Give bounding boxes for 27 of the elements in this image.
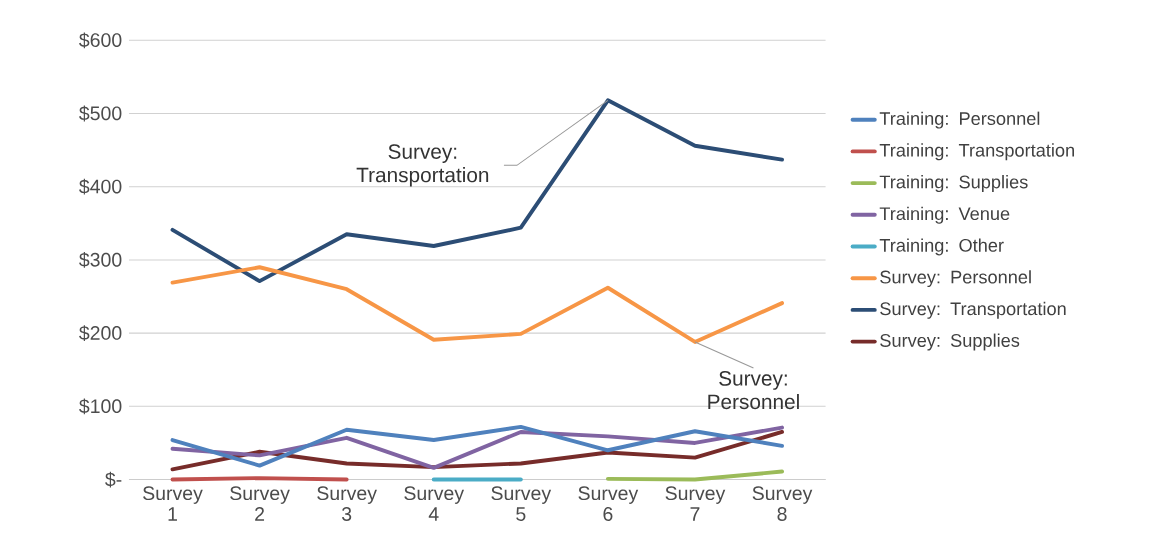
x-tick-label: Survey 7 xyxy=(665,486,726,521)
legend-label: Training: Venue xyxy=(879,206,1010,224)
y-tick-label: $300 xyxy=(79,252,122,268)
legend-label: Survey: Personnel xyxy=(880,270,1031,288)
legend-label: Survey: Transportation xyxy=(880,301,1066,319)
x-tick-label: Survey 3 xyxy=(317,486,377,521)
x-tick-label: Survey 4 xyxy=(404,486,465,521)
legend-label: Training: Supplies xyxy=(879,175,1028,193)
line-series xyxy=(170,98,784,284)
x-tick-label: Survey 2 xyxy=(230,486,290,521)
y-tick-label: $100 xyxy=(79,398,122,415)
annotation: Survey: Personnel xyxy=(708,371,799,410)
y-tick-label: $200 xyxy=(79,325,122,342)
x-tick-label: Survey 5 xyxy=(491,486,552,521)
legend-label: Survey: Supplies xyxy=(880,333,1020,351)
legend-label: Training: Personnel xyxy=(879,111,1040,129)
x-tick-label: Survey 1 xyxy=(143,486,203,521)
x-tick-label: Survey 8 xyxy=(752,486,813,521)
legend-label: Training: Transportation xyxy=(879,143,1074,161)
line-series xyxy=(170,265,784,344)
y-tick-label: $500 xyxy=(79,105,122,122)
legend-label: Training: Other xyxy=(879,238,1004,256)
y-tick-label: $600 xyxy=(79,32,122,49)
annotation: Survey: Transportation xyxy=(356,144,489,187)
y-tick-label: $400 xyxy=(79,178,122,195)
x-tick-label: Survey 6 xyxy=(578,486,639,521)
y-tick-label: $- xyxy=(105,471,122,488)
